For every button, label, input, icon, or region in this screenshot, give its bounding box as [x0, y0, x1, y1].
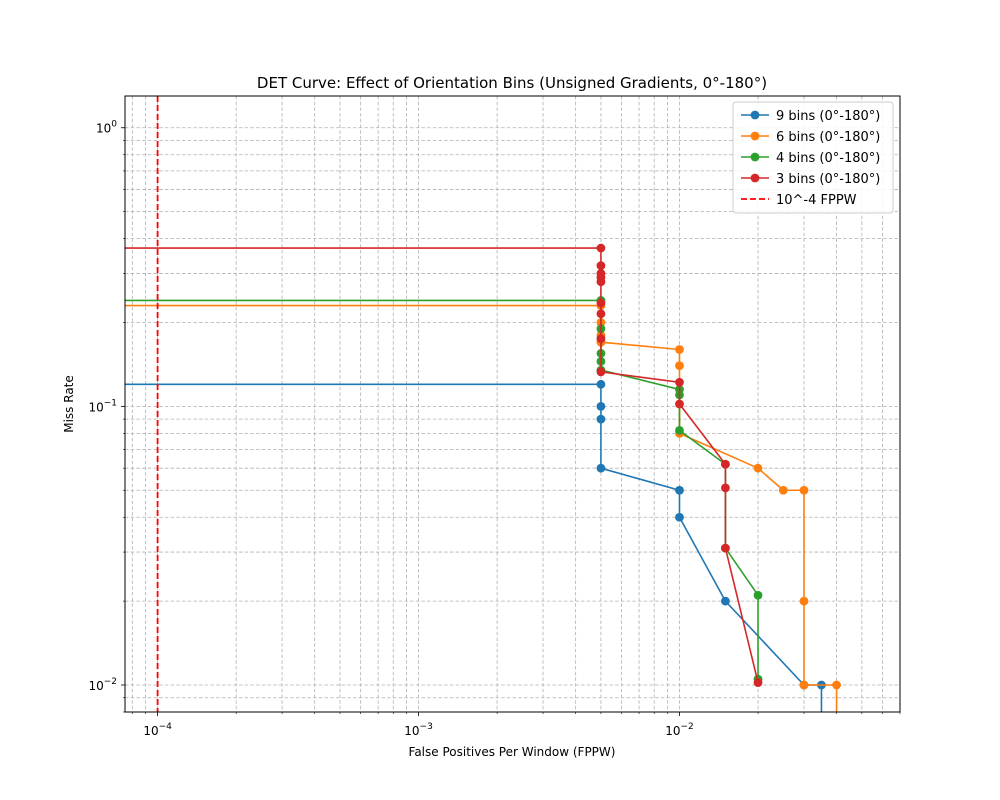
chart-title: DET Curve: Effect of Orientation Bins (U…	[257, 74, 767, 92]
series-point-3	[721, 543, 730, 553]
legend-marker-0	[750, 110, 760, 120]
series-point-1	[753, 463, 763, 473]
y-tick-label: 10−1	[88, 398, 117, 414]
series-point-0	[675, 485, 684, 495]
series-point-3	[675, 377, 684, 387]
series-point-0	[721, 596, 730, 606]
y-tick-label: 100	[96, 120, 117, 136]
series-point-1	[675, 345, 684, 354]
legend-label-3: 3 bins (0°-180°)	[776, 172, 880, 187]
y-tick-label: 10−2	[88, 677, 117, 693]
series-point-1	[832, 680, 841, 690]
series-point-3	[675, 399, 684, 409]
series-point-3	[596, 243, 606, 253]
series-point-1	[799, 680, 809, 690]
series-point-1	[799, 596, 809, 606]
legend-marker-1	[750, 131, 760, 141]
series-point-3	[596, 367, 606, 377]
x-tick-label: 10−4	[143, 722, 172, 738]
legend-marker-3	[750, 173, 760, 183]
y-axis-title: Miss Rate	[62, 375, 76, 433]
ticks-layer: 10−4 10−3 10−2 100 10−1 10−2	[88, 120, 901, 738]
series-layer	[125, 96, 841, 712]
legend-label-4: 10^-4 FPPW	[776, 193, 857, 208]
series-point-3	[596, 261, 606, 271]
series-point-3	[596, 309, 606, 319]
series-point-3	[596, 334, 606, 344]
series-point-2	[675, 425, 684, 435]
legend: 9 bins (0°-180°) 6 bins (0°-180°) 4 bins (…	[732, 101, 894, 214]
series-point-1	[799, 485, 809, 495]
series-point-3	[721, 459, 730, 469]
plot-frame	[124, 95, 901, 713]
series-point-3	[753, 678, 763, 688]
series-point-2	[753, 590, 763, 600]
legend-label-0: 9 bins (0°-180°)	[776, 109, 880, 124]
series-point-1	[778, 485, 788, 495]
legend-label-2: 4 bins (0°-180°)	[776, 151, 880, 166]
series-point-0	[596, 379, 606, 389]
series-point-3	[596, 277, 606, 287]
series-point-0	[675, 512, 684, 522]
legend-frame	[732, 101, 894, 214]
legend-label-1: 6 bins (0°-180°)	[776, 130, 880, 145]
x-tick-label: 10−3	[404, 722, 433, 738]
series-point-1	[675, 361, 684, 371]
x-tick-label: 10−2	[665, 722, 694, 738]
series-point-0	[596, 414, 606, 424]
x-axis-title: False Positives Per Window (FPPW)	[409, 745, 616, 759]
series-point-0	[596, 401, 606, 411]
series-point-3	[596, 298, 606, 308]
legend-marker-2	[750, 152, 760, 162]
series-point-3	[721, 483, 730, 493]
series-point-0	[596, 463, 606, 473]
